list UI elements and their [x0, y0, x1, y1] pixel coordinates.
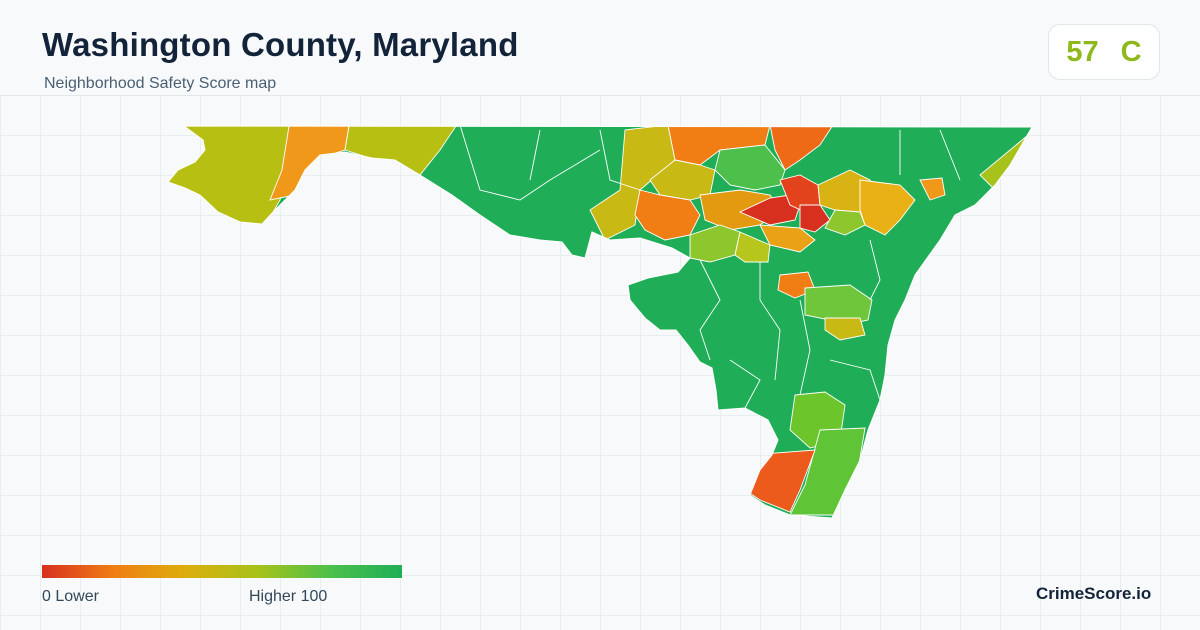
map-region-north-green[interactable]	[714, 144, 786, 191]
map-region-south-lime[interactable]	[734, 231, 771, 263]
brand-logo-text[interactable]: CrimeScore.io	[1036, 584, 1152, 603]
map-border-line	[699, 259, 721, 361]
map-region-far-west[interactable]	[150, 120, 301, 236]
map-region-north-red[interactable]	[769, 125, 834, 171]
safety-score-badge: 57 C	[1048, 24, 1160, 80]
map-border-line	[799, 299, 811, 396]
page-subtitle: Neighborhood Safety Score map	[44, 75, 277, 92]
legend-low-label: 0 Lower	[42, 588, 99, 605]
county-outline	[167, 125, 1033, 519]
map-region-downtown-c[interactable]	[799, 204, 831, 233]
page-title: Washington County, Maryland	[42, 26, 519, 63]
score-grade: C	[1120, 35, 1142, 68]
map-border-line	[529, 129, 541, 181]
score-value: 57	[1066, 35, 1099, 68]
map-region-northeast-orange[interactable]	[919, 177, 946, 201]
map-border-line	[869, 239, 881, 301]
map-border-line	[759, 262, 781, 381]
map-region-east-yellow[interactable]	[859, 179, 916, 236]
map-border-line	[939, 129, 961, 181]
map-region-northwest-yellow[interactable]	[649, 159, 716, 201]
map-border-line	[459, 126, 601, 201]
header-divider	[0, 95, 1200, 96]
map-region-south-hagerstown[interactable]	[759, 224, 816, 253]
legend-color-bar	[42, 565, 402, 578]
map-region-south-yellow[interactable]	[824, 317, 866, 341]
legend-high-label: Higher 100	[249, 588, 328, 605]
map-region-east-lightgreen[interactable]	[824, 209, 866, 236]
map-border-line	[599, 129, 641, 191]
map-border-line	[829, 359, 881, 401]
map-border-line	[729, 359, 761, 409]
